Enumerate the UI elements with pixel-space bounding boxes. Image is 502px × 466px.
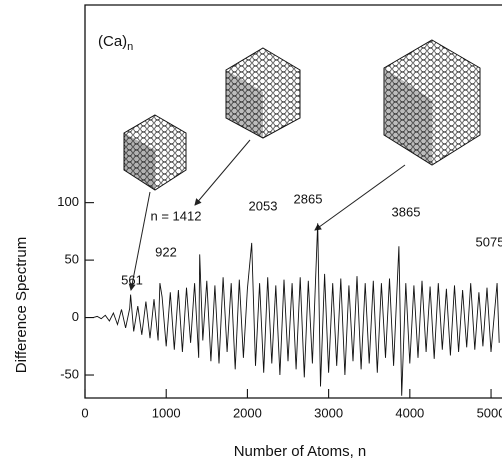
x-tick-label: 1000 [152,405,181,420]
peak-label: n = 1412 [151,208,202,223]
y-axis-label: Difference Spectrum [13,237,30,373]
clusters [123,39,481,191]
peak-label: 2865 [294,191,323,206]
title-subscript: n [127,41,133,53]
y-tick-label: 0 [72,309,79,324]
peak-label: 561 [121,272,143,287]
x-tick-label: 0 [81,405,88,420]
y-tick-label: 50 [65,252,79,267]
chart-title: (Ca)n [98,33,133,53]
arrow [128,191,151,291]
arrow [314,164,406,231]
x-tick-label: 3000 [314,405,343,420]
peak-label: 922 [155,244,177,259]
x-axis-label: Number of Atoms, n [234,443,367,460]
title-text: (Ca) [98,33,127,50]
arrow [194,139,251,206]
y-tick-label: -50 [60,366,79,381]
x-tick-label: 4000 [395,405,424,420]
y-tick-label: 100 [57,194,79,209]
peak-label: 3865 [392,204,421,219]
peak-label: 2053 [249,198,278,213]
spectrum-line [85,223,500,396]
x-tick-label: 2000 [233,405,262,420]
x-tick-label: 5000 [477,405,502,420]
plot-frame [84,4,502,399]
peak-label: 5075 [476,234,502,249]
